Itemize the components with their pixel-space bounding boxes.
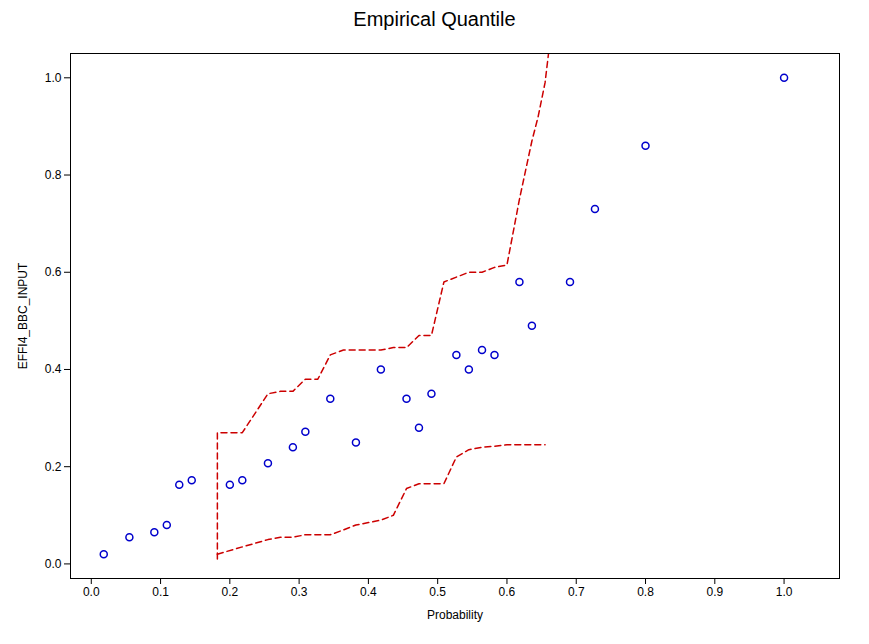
svg-text:0.2: 0.2 xyxy=(45,460,62,474)
svg-text:0.5: 0.5 xyxy=(429,585,446,599)
svg-text:0.2: 0.2 xyxy=(221,585,238,599)
svg-text:0.9: 0.9 xyxy=(706,585,723,599)
svg-text:0.4: 0.4 xyxy=(360,585,377,599)
svg-text:1.0: 1.0 xyxy=(776,585,793,599)
svg-text:0.4: 0.4 xyxy=(45,362,62,376)
svg-text:Probability: Probability xyxy=(427,608,483,622)
svg-text:0.8: 0.8 xyxy=(637,585,654,599)
svg-text:0.1: 0.1 xyxy=(152,585,169,599)
svg-text:0.3: 0.3 xyxy=(291,585,308,599)
svg-text:EFFI4_BBC_INPUT: EFFI4_BBC_INPUT xyxy=(16,262,30,369)
svg-text:1.0: 1.0 xyxy=(45,71,62,85)
svg-text:0.8: 0.8 xyxy=(45,168,62,182)
svg-text:0.0: 0.0 xyxy=(83,585,100,599)
html-text:Empirical Quantile: Empirical Quantile xyxy=(353,8,516,30)
svg-text:0.6: 0.6 xyxy=(499,585,516,599)
svg-text:0.0: 0.0 xyxy=(45,557,62,571)
svg-text:0.6: 0.6 xyxy=(45,265,62,279)
svg-text:0.7: 0.7 xyxy=(568,585,585,599)
